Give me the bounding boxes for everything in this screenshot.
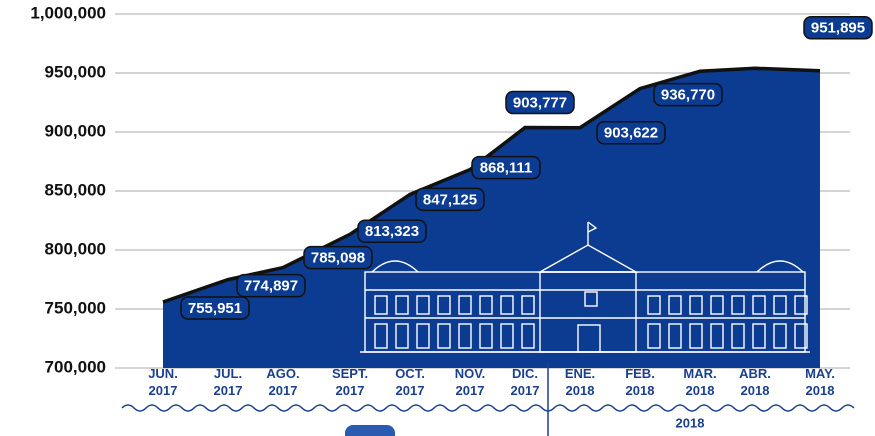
y-tick-label: 800,000 (45, 239, 106, 258)
window (647, 295, 661, 315)
value-label: 903,622 (604, 125, 658, 142)
value-label-box (357, 219, 427, 244)
x-tick-label: SEPT. 2017 (332, 366, 368, 398)
window (437, 323, 451, 349)
building-illustration (360, 221, 810, 353)
x-tick-label: DIC. 2017 (511, 366, 540, 398)
window (752, 295, 766, 315)
window (689, 295, 703, 315)
window (773, 295, 787, 315)
group-label: 2018 (676, 415, 705, 430)
window (479, 323, 493, 349)
value-label: 774,897 (244, 278, 298, 295)
window (500, 295, 514, 315)
window (668, 323, 682, 349)
value-label-box (471, 155, 541, 180)
value-label: 903,777 (513, 95, 567, 112)
window (521, 323, 535, 349)
x-tick-label: JUN. 2017 (148, 366, 178, 398)
x-tick-label: FEB. 2018 (625, 366, 655, 398)
window (731, 323, 745, 349)
window (647, 323, 661, 349)
value-label: 785,098 (311, 250, 365, 267)
window (521, 295, 535, 315)
area (163, 68, 820, 368)
x-tick-label: AGO. 2017 (266, 366, 299, 398)
window (374, 295, 388, 315)
x-tick-label: MAR. 2018 (683, 366, 716, 398)
window (710, 323, 724, 349)
value-label: 951,895 (811, 20, 865, 37)
window (437, 295, 451, 315)
x-tick-label: NOV. 2017 (455, 366, 486, 398)
y-tick-label: 850,000 (45, 180, 106, 199)
window (374, 323, 388, 349)
value-label: 847,125 (423, 191, 477, 208)
window (500, 323, 514, 349)
window (458, 295, 472, 315)
window (794, 323, 808, 349)
window (416, 323, 430, 349)
wave-line (121, 404, 855, 412)
window (395, 295, 409, 315)
window (458, 323, 472, 349)
value-label-box (653, 82, 723, 107)
x-tick-label: OCT. 2017 (395, 366, 425, 398)
value-label-box (803, 16, 873, 40)
window (479, 295, 493, 315)
y-tick-label: 900,000 (45, 121, 106, 140)
value-label-box (236, 273, 306, 298)
x-tick-label: ENE. 2018 (565, 366, 595, 398)
value-label: 813,323 (365, 223, 419, 240)
area-layer (162, 66, 821, 368)
window (395, 323, 409, 349)
line (162, 66, 821, 304)
window (752, 323, 766, 349)
y-tick-label: 950,000 (45, 62, 106, 81)
y-tick-label: 700,000 (45, 357, 106, 376)
value-label-box (180, 296, 250, 320)
x-tick-label: ABR. 2018 (739, 366, 771, 398)
x-tick-label: JUL. 2017 (214, 366, 243, 398)
value-label: 936,770 (661, 87, 715, 104)
labels: JUN. 2017 755,951 JUL. 2017 774,897 AGO. 2017 78… (148, 16, 873, 398)
window (689, 323, 703, 349)
y-tick-label: 1,000,000 (30, 3, 106, 22)
window (710, 295, 724, 315)
window (731, 295, 745, 315)
window (416, 295, 430, 315)
value-label-box (505, 90, 575, 115)
value-label-box (415, 187, 485, 212)
value-label: 755,951 (188, 300, 242, 317)
window (794, 295, 808, 315)
icon (345, 425, 395, 436)
y-tick-label: 750,000 (45, 298, 106, 317)
building-windows (374, 295, 808, 349)
value-label-box (303, 245, 373, 270)
value-label: 868,111 (480, 160, 533, 177)
window (773, 323, 787, 349)
value-label-box (596, 120, 666, 145)
window (668, 295, 682, 315)
x-tick-label: MAY. 2018 (805, 366, 835, 398)
